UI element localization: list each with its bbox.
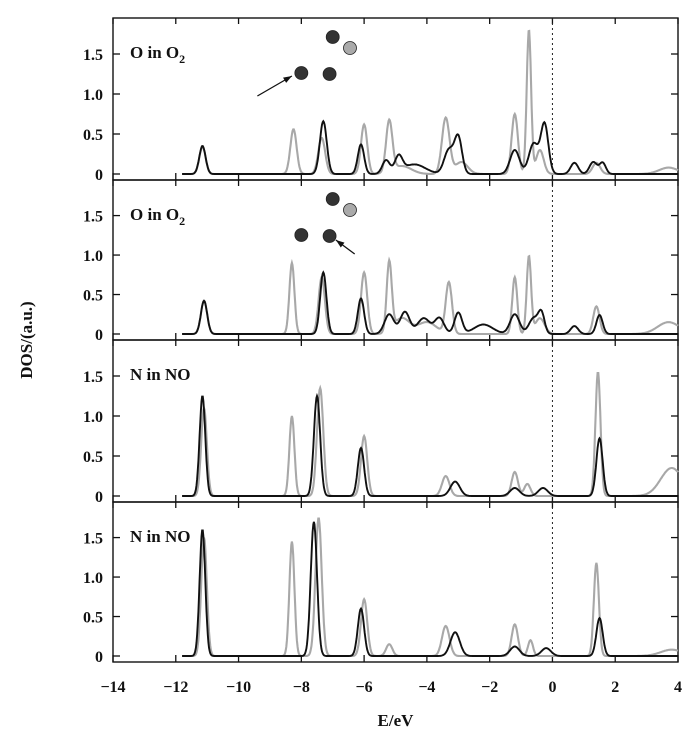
y-tick-label: 1.0 [83, 87, 103, 104]
x-tick-label: −10 [226, 679, 251, 696]
y-tick-label: 1.5 [83, 47, 103, 64]
y-tick-label: 0 [95, 649, 103, 666]
x-tick-label: 4 [674, 679, 682, 696]
y-tick-label: 0.5 [83, 288, 103, 305]
x-axis: −14 −12 −10 −8 −6 −4 −2 0 2 4 [100, 679, 682, 696]
x-tick-label: −6 [356, 679, 373, 696]
x-tick-label: −14 [100, 679, 125, 696]
molecule-illustration [294, 192, 357, 255]
y-tick-label: 1.5 [83, 209, 103, 226]
atom-sphere [343, 203, 357, 217]
panel-2: 0 0.5 1.0 1.5 O in O2 [83, 179, 679, 344]
atom-sphere [325, 30, 340, 44]
atom-sphere [322, 67, 337, 81]
y-tick-label: 0 [95, 167, 103, 184]
y-axis-title: DOS/(a.u.) [17, 301, 36, 378]
panel-label: O in O2 [130, 43, 185, 66]
series-line-dark [182, 270, 678, 335]
y-tick-label: 0 [95, 489, 103, 506]
panel-label: O in O2 [130, 205, 185, 228]
panel-1: 0 0.5 1.0 1.5 O in O2 [83, 17, 679, 184]
atom-sphere [294, 66, 309, 80]
series-line-dark [182, 392, 678, 497]
y-tick-label: 1.0 [83, 409, 103, 426]
atom-sphere [294, 228, 309, 242]
x-tick-label: −4 [418, 679, 435, 696]
y-tick-label: 1.5 [83, 369, 103, 386]
x-tick-label: −8 [293, 679, 310, 696]
y-tick-label: 1.5 [83, 531, 103, 548]
series-line-dark [182, 521, 678, 657]
y-tick-label: 0.5 [83, 449, 103, 466]
panel-3: 0 0.5 1.0 1.5 N in NO [83, 339, 679, 506]
arrow-head [335, 240, 345, 248]
x-tick-label: 2 [611, 679, 619, 696]
molecule-illustration [257, 30, 357, 97]
y-tick-label: 0.5 [83, 610, 103, 627]
x-axis-title: E/eV [378, 711, 415, 730]
panel-label: N in NO [130, 527, 190, 546]
y-tick-label: 0 [95, 327, 103, 344]
panel-frame [112, 501, 679, 663]
x-tick-label: −12 [163, 679, 188, 696]
atom-sphere [325, 192, 340, 206]
y-tick-label: 1.0 [83, 570, 103, 587]
atom-sphere [343, 41, 357, 55]
y-tick-label: 1.0 [83, 248, 103, 265]
atom-sphere [322, 229, 337, 243]
x-tick-label: 0 [548, 679, 556, 696]
y-tick-label: 0.5 [83, 127, 103, 144]
panel-label: N in NO [130, 365, 190, 384]
x-tick-label: −2 [481, 679, 498, 696]
arrow-head [283, 76, 292, 83]
series-line-light [182, 29, 679, 176]
series-line-dark [182, 119, 678, 175]
plot-layer: 0 0.5 1.0 1.5 O in O2 0 0.5 1.0 1.5 O in O2 0 0.5 1.… [17, 17, 682, 730]
panel-4: 0 0.5 1.0 1.5 N in NO [83, 501, 679, 666]
